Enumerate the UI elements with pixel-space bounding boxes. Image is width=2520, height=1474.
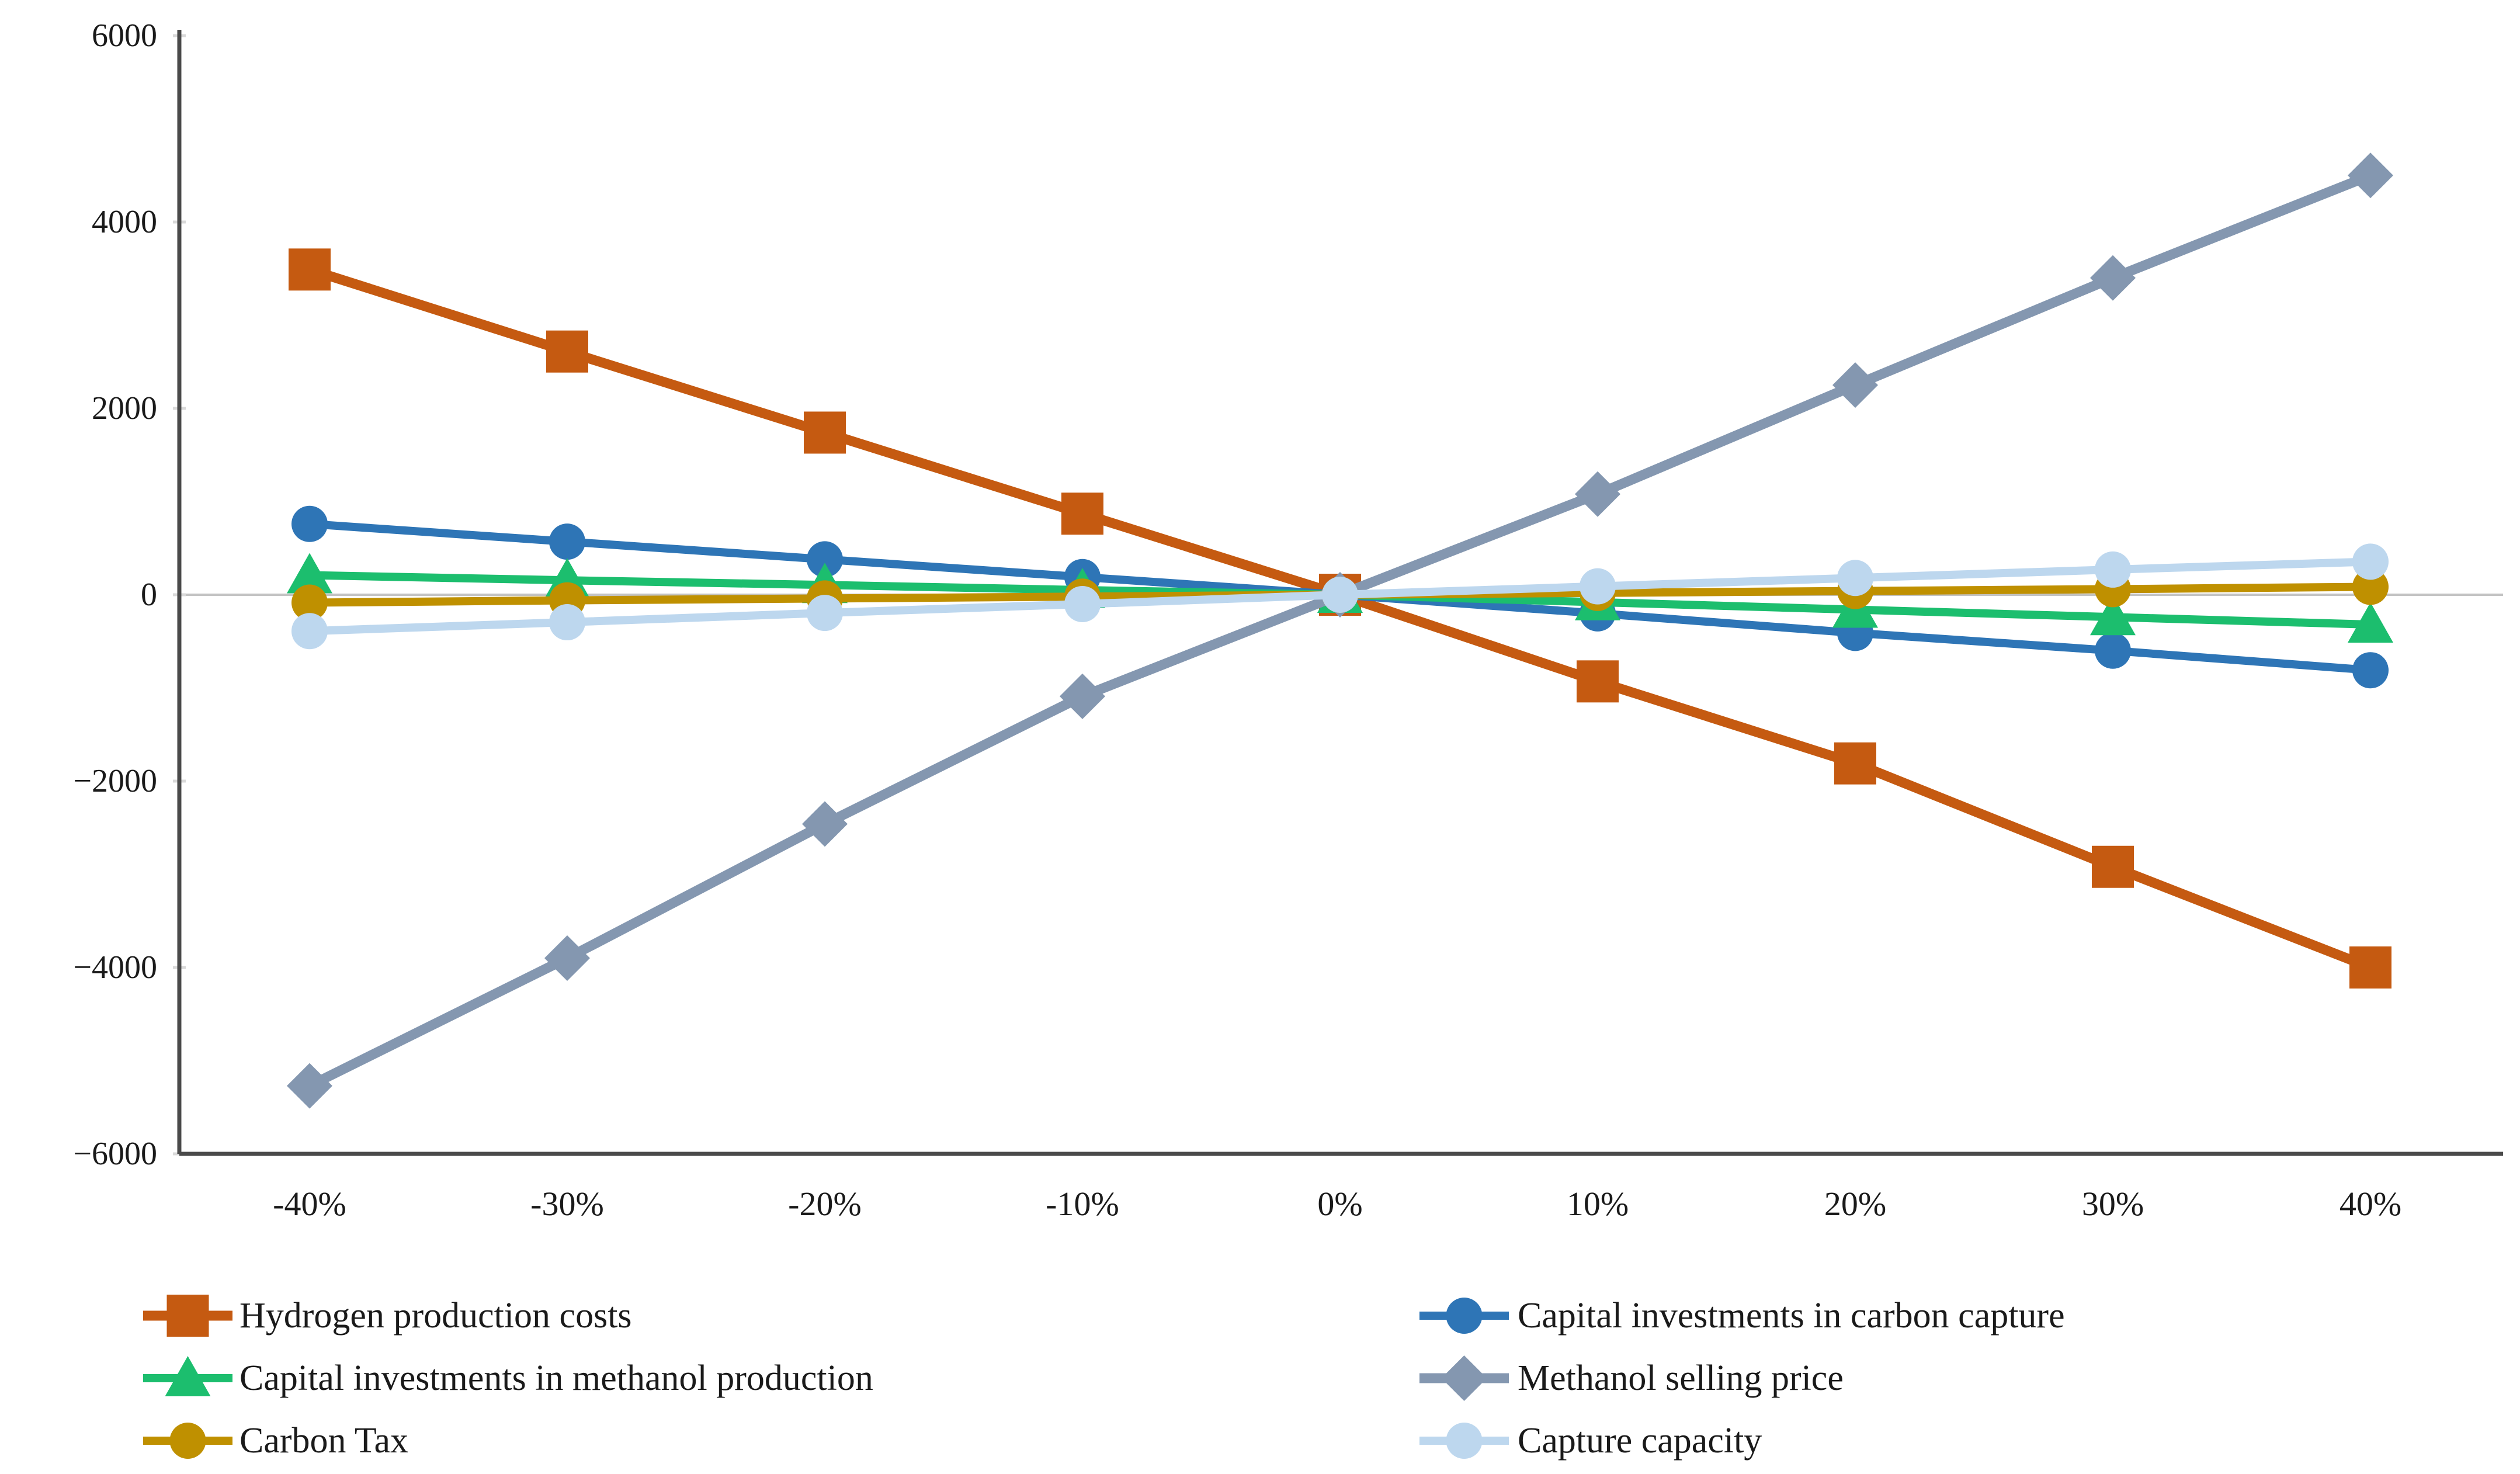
y-axis-tick-label: 6000 (92, 18, 157, 54)
series-point-marker (1061, 493, 1103, 535)
series-point-marker (2352, 568, 2389, 605)
series-point-marker (546, 330, 588, 373)
legend-key-marker (1446, 1298, 1483, 1334)
x-axis-tick-label: -10% (1046, 1185, 1119, 1223)
legend-key-marker (166, 1295, 209, 1337)
legend-label: Carbon Tax (239, 1421, 408, 1461)
series-point-marker (291, 505, 328, 542)
series-point-marker (287, 1063, 332, 1109)
legend-label: Capital investments in methanol producti… (239, 1358, 873, 1398)
series-point-marker (549, 604, 585, 641)
x-axis-tick-label: 0% (1317, 1185, 1362, 1223)
legend-key-marker (165, 1356, 211, 1396)
series-point-marker (2095, 551, 2131, 588)
legend-label: Methanol selling price (1518, 1358, 1844, 1398)
series-point-marker (2095, 632, 2131, 669)
series-point-marker (804, 411, 846, 454)
x-axis-tick-label: -30% (530, 1185, 604, 1223)
series-point-marker (2090, 255, 2136, 301)
series-point-marker (1322, 577, 1358, 613)
x-axis-tick-label: 20% (1824, 1185, 1886, 1223)
series-point-marker (289, 248, 331, 291)
series-point-marker (287, 553, 332, 594)
x-axis-tick-label: 30% (2082, 1185, 2144, 1223)
series-point-marker (1837, 560, 1873, 596)
legend-key-marker (1441, 1355, 1487, 1401)
x-axis-tick-label: -20% (788, 1185, 862, 1223)
series-point-marker (2348, 152, 2393, 199)
legend-label: Capture capacity (1518, 1421, 1762, 1461)
series-point-marker (544, 935, 590, 981)
legend-key-marker (169, 1423, 206, 1459)
series-point-marker (1060, 673, 1105, 719)
series-point-marker (2352, 652, 2389, 689)
y-axis-tick-label: 4000 (92, 204, 157, 240)
x-axis-tick-label: 40% (2339, 1185, 2401, 1223)
y-axis-tick-label: 0 (141, 577, 157, 613)
y-axis-tick-label: −2000 (73, 763, 157, 799)
series-point-marker (807, 541, 843, 578)
series-point-marker (291, 584, 328, 621)
series-point-marker (1832, 362, 1878, 408)
x-axis-tick-label: -40% (273, 1185, 346, 1223)
series-point-marker (2349, 946, 2391, 989)
series-point-marker (2090, 595, 2136, 636)
series-point-marker (2352, 543, 2389, 580)
series-line (307, 171, 2373, 1091)
series-point-marker (802, 801, 848, 847)
y-axis-tick-label: 2000 (92, 390, 157, 426)
legend-label: Capital investments in carbon capture (1518, 1296, 2065, 1336)
series-point-marker (1577, 660, 1619, 703)
x-axis-tick-label: 10% (1567, 1185, 1629, 1223)
series-point-marker (1580, 568, 1616, 605)
series-point-marker (2092, 845, 2134, 888)
legend-label: Hydrogen production costs (239, 1296, 632, 1336)
series-point-marker (2348, 602, 2393, 643)
series-point-marker (1575, 471, 1620, 517)
series-point-marker (1064, 585, 1101, 622)
series-point-marker (549, 523, 585, 560)
series-point-marker (291, 613, 328, 650)
y-axis-tick-label: −6000 (73, 1136, 157, 1172)
y-axis-tick-label: −4000 (73, 949, 157, 986)
series-point-marker (807, 595, 843, 632)
series-point-marker (1834, 742, 1876, 785)
legend-key-marker (1446, 1423, 1483, 1459)
